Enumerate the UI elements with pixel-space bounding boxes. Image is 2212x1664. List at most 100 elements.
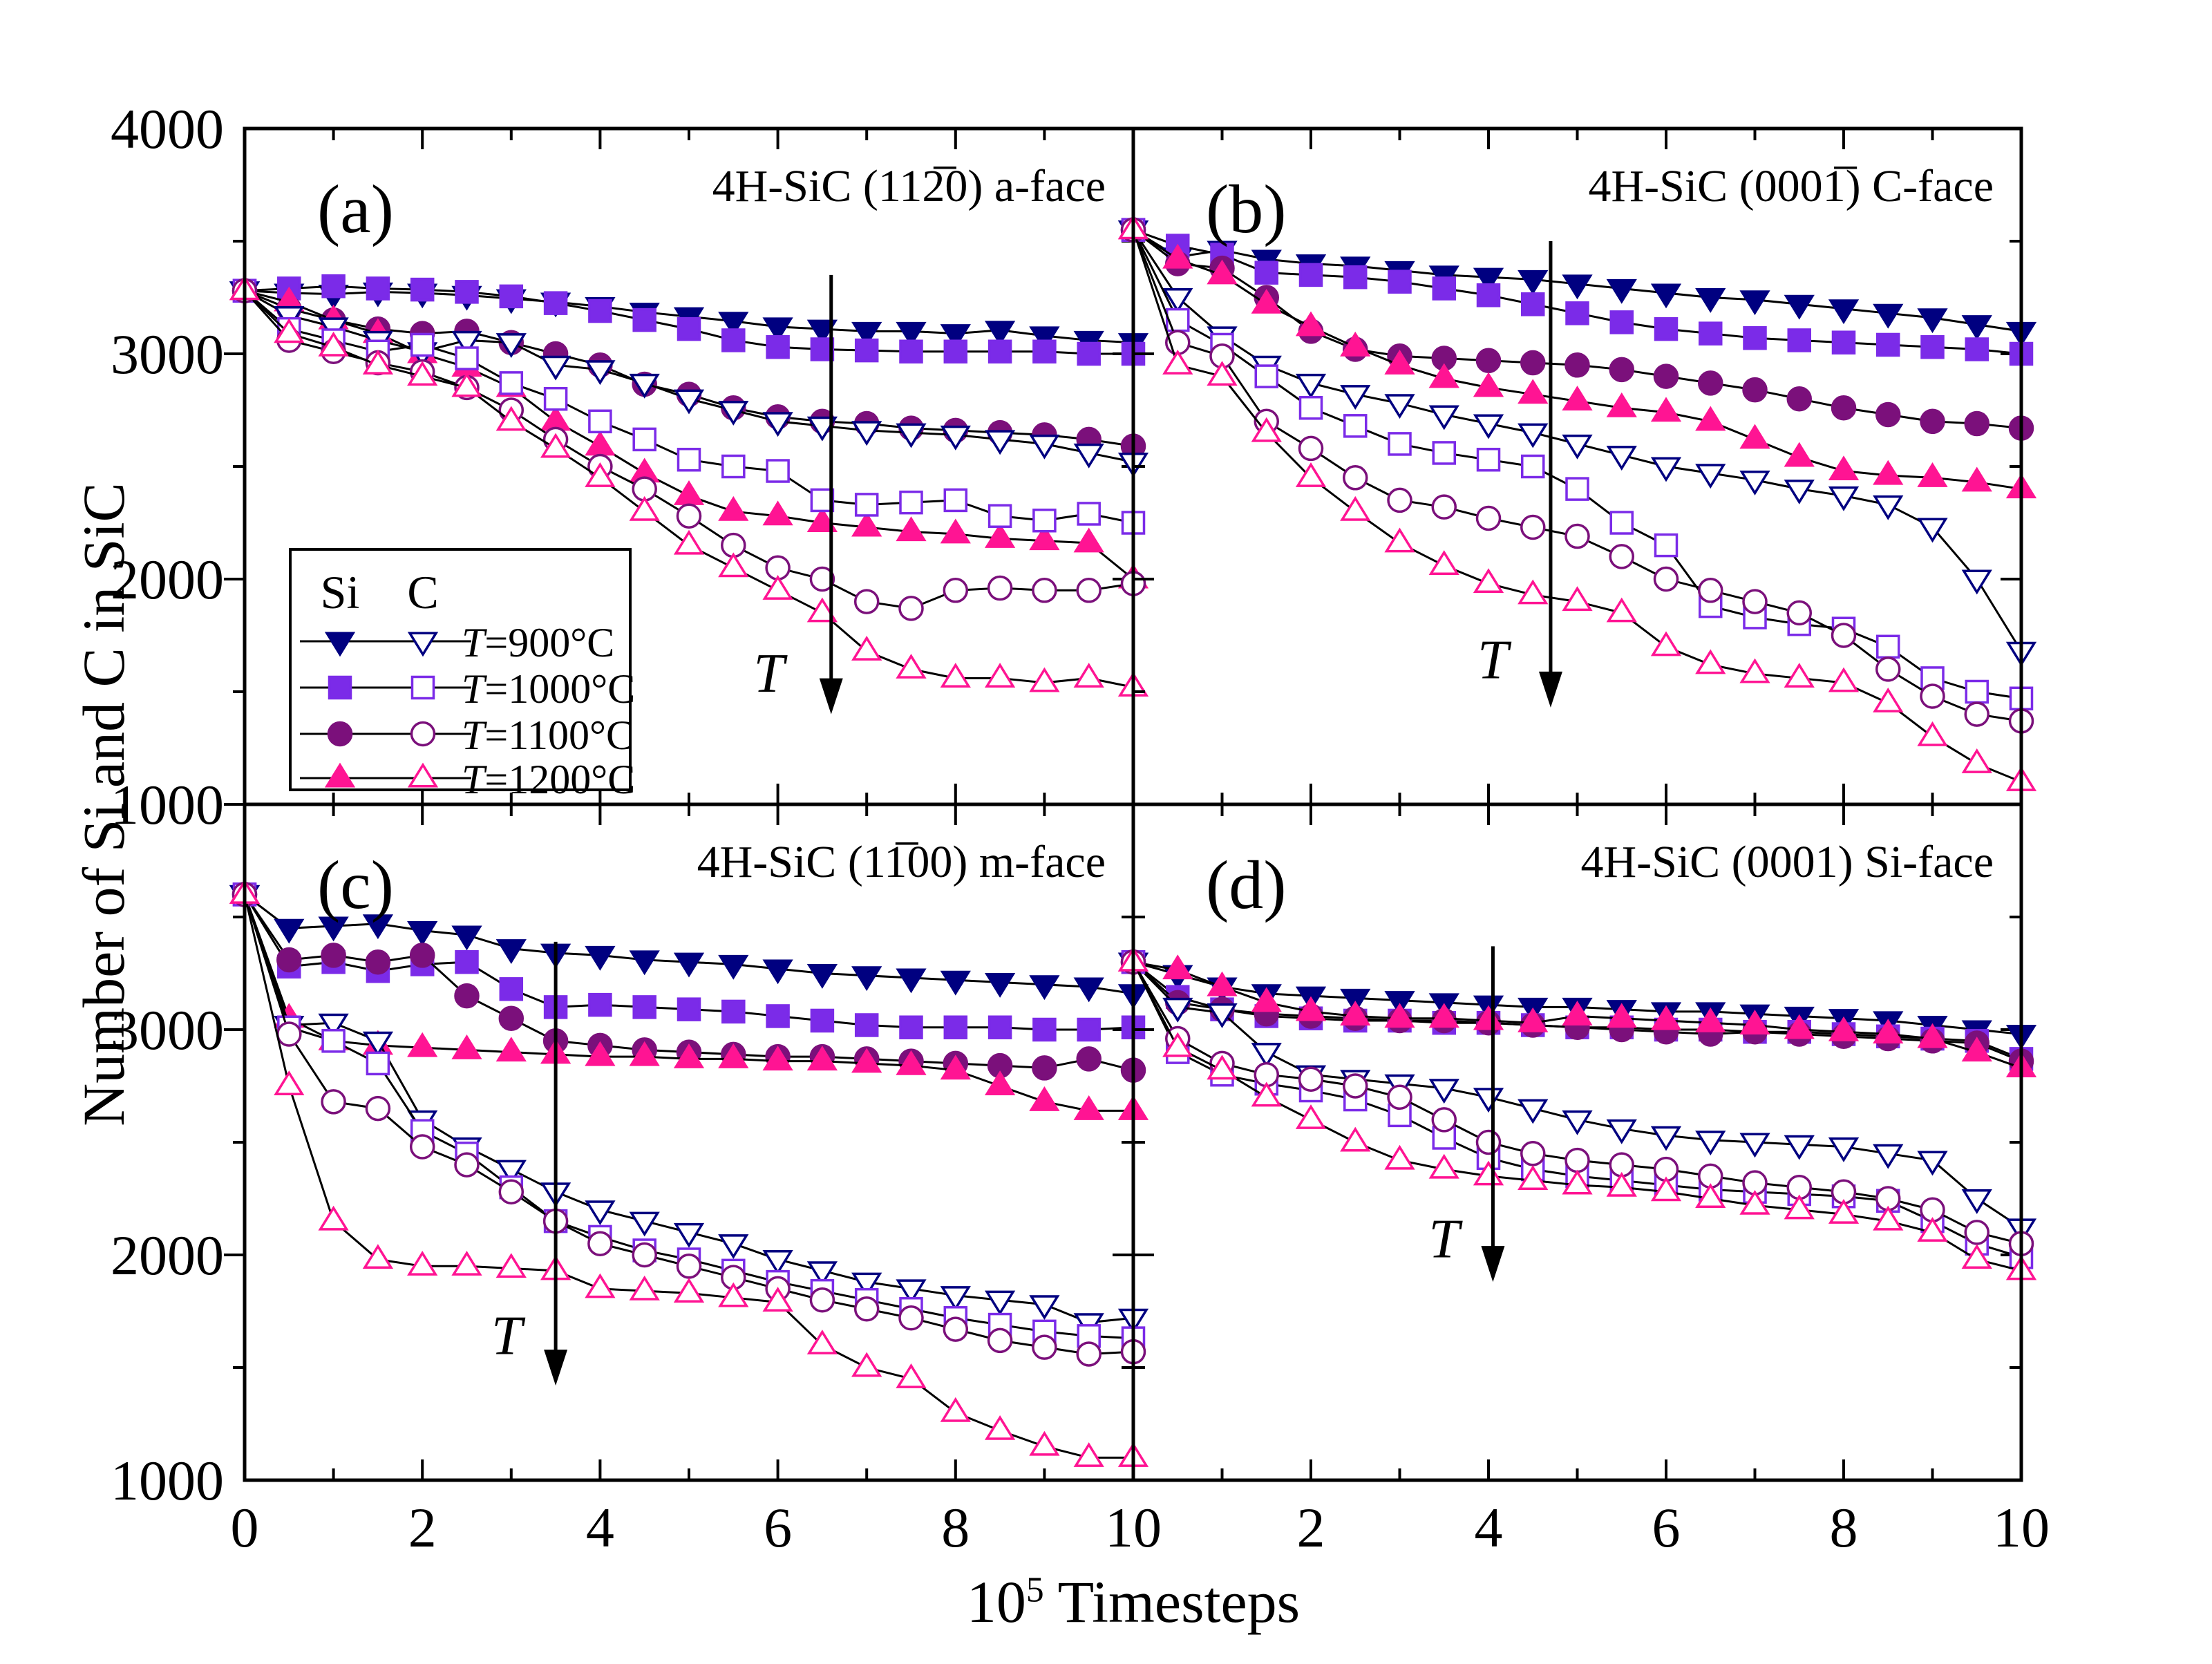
marker-triangle-down-filled — [495, 939, 527, 964]
marker-square-open — [588, 409, 612, 434]
y-tick-label: 1000 — [111, 1449, 224, 1512]
marker-triangle-up-filled — [1473, 372, 1504, 397]
marker-triangle-up-open — [1917, 721, 1948, 746]
marker-square-filled — [1032, 1017, 1057, 1042]
marker-triangle-down-open — [1029, 1295, 1060, 1321]
marker-square-open — [1965, 679, 1989, 704]
marker-circle-open — [676, 503, 702, 529]
marker-triangle-down-open — [1828, 486, 1860, 511]
marker-triangle-down-filled — [806, 963, 838, 989]
marker-triangle-down-open — [1562, 434, 1593, 460]
marker-triangle-down-open — [1428, 1079, 1459, 1104]
marker-square-open — [1565, 477, 1589, 501]
marker-triangle-down-open — [806, 416, 838, 442]
marker-square-filled — [1565, 301, 1589, 325]
marker-triangle-up-filled — [718, 1043, 749, 1068]
marker-square-open — [1077, 502, 1101, 526]
marker-triangle-up-filled — [851, 1048, 882, 1073]
marker-triangle-down-open — [629, 373, 660, 399]
marker-triangle-up-filled — [1428, 363, 1459, 388]
panel-letter-d: (d) — [1206, 847, 1287, 923]
marker-circle-open — [1742, 589, 1768, 614]
marker-triangle-down-open — [806, 1261, 838, 1287]
marker-circle-open — [987, 575, 1013, 601]
marker-triangle-up-open — [1340, 495, 1371, 521]
marker-triangle-up-filled — [1029, 1086, 1060, 1111]
marker-triangle-up-open — [1739, 1189, 1770, 1215]
marker-triangle-up-open — [1473, 568, 1504, 594]
legend-label-1000: T=1000°C — [462, 666, 635, 712]
x-tick-label: 4 — [1475, 1496, 1503, 1559]
marker-triangle-up-open — [1873, 1205, 1904, 1231]
marker-triangle-up-filled — [1784, 442, 1815, 467]
marker-triangle-up-filled — [1917, 462, 1948, 487]
marker-triangle-up-open — [1207, 361, 1238, 386]
x-tick-label: 4 — [586, 1496, 614, 1559]
marker-triangle-down-filled — [407, 921, 438, 946]
marker-triangle-up-open — [451, 372, 482, 397]
marker-triangle-up-filled — [1961, 466, 1992, 492]
marker-triangle-up-filled — [673, 480, 705, 505]
marker-square-open — [1388, 432, 1412, 456]
x-tick-label: 6 — [764, 1496, 792, 1559]
marker-triangle-up-filled — [1739, 1010, 1770, 1035]
marker-circle-filled — [1920, 408, 1945, 435]
marker-square-filled — [1787, 328, 1811, 352]
legend: Si C T=900°CT=1000°CT=1100°CT=1200°C — [289, 548, 635, 802]
marker-triangle-down-open — [318, 1013, 349, 1039]
series-c-si-900-markers — [229, 885, 1149, 1010]
marker-triangle-up-filled — [1739, 424, 1770, 449]
marker-triangle-down-filled — [1606, 278, 1637, 304]
y-axis-label: Number of Si and C in SiC — [70, 482, 137, 1126]
marker-triangle-up-filled — [806, 507, 838, 533]
marker-triangle-up-filled — [1295, 996, 1327, 1021]
marker-triangle-down-open — [1518, 1099, 1549, 1124]
x-tick-label: 10 — [1105, 1496, 1162, 1559]
marker-circle-filled — [1964, 410, 1989, 437]
marker-triangle-up-open — [318, 1205, 349, 1231]
panel-title-c: 4H-SiC (11̅00) m-face — [697, 837, 1106, 887]
y-tick-label: 1000 — [111, 773, 224, 836]
marker-triangle-down-open — [1606, 446, 1637, 471]
marker-square-filled — [987, 339, 1012, 363]
marker-square-filled — [455, 280, 479, 304]
marker-square-filled — [943, 339, 968, 363]
marker-triangle-up-filled — [1961, 1037, 1992, 1062]
marker-circle-filled — [1565, 352, 1590, 378]
marker-circle-open — [1343, 1073, 1368, 1099]
marker-square-filled — [899, 1015, 923, 1039]
marker-triangle-up-open — [407, 361, 438, 386]
marker-triangle-up-filled — [1606, 392, 1637, 417]
marker-circle-open — [409, 1134, 435, 1160]
marker-triangle-down-filled — [1473, 267, 1504, 293]
legend-header-si: Si — [321, 566, 360, 618]
marker-triangle-up-open — [1650, 1176, 1682, 1202]
x-tick-label: 2 — [1297, 1496, 1325, 1559]
x-tick-label: 6 — [1652, 1496, 1681, 1559]
marker-triangle-down-filled — [451, 925, 482, 951]
marker-circle-open — [1475, 505, 1502, 531]
marker-square-open — [499, 371, 524, 395]
x-axis-label-exponent: 5 — [1025, 1570, 1044, 1610]
marker-circle-open — [676, 1254, 702, 1279]
marker-triangle-down-open — [718, 400, 749, 426]
marker-triangle-up-filled — [1695, 406, 1726, 431]
marker-triangle-up-open — [1695, 1183, 1726, 1209]
marker-triangle-down-filled — [1562, 274, 1593, 300]
marker-circle-open — [1698, 578, 1723, 603]
marker-triangle-down-open — [1961, 1189, 1992, 1214]
marker-triangle-up-filled — [1650, 397, 1682, 422]
marker-triangle-down-filled — [1739, 290, 1770, 316]
marker-triangle-down-open — [629, 1211, 660, 1237]
x-tick-label: 8 — [1830, 1496, 1858, 1559]
marker-triangle-up-open — [762, 574, 793, 600]
legend-marker-si-900 — [324, 632, 356, 657]
marker-triangle-up-open — [1784, 1194, 1815, 1220]
marker-triangle-down-filled — [806, 319, 838, 345]
marker-square-open — [366, 1051, 390, 1076]
marker-triangle-down-filled — [851, 321, 882, 347]
marker-triangle-down-open — [1207, 1003, 1238, 1028]
marker-triangle-up-filled — [1340, 1001, 1371, 1025]
marker-triangle-down-open — [585, 1200, 616, 1226]
marker-circle-open — [1964, 1220, 1989, 1245]
